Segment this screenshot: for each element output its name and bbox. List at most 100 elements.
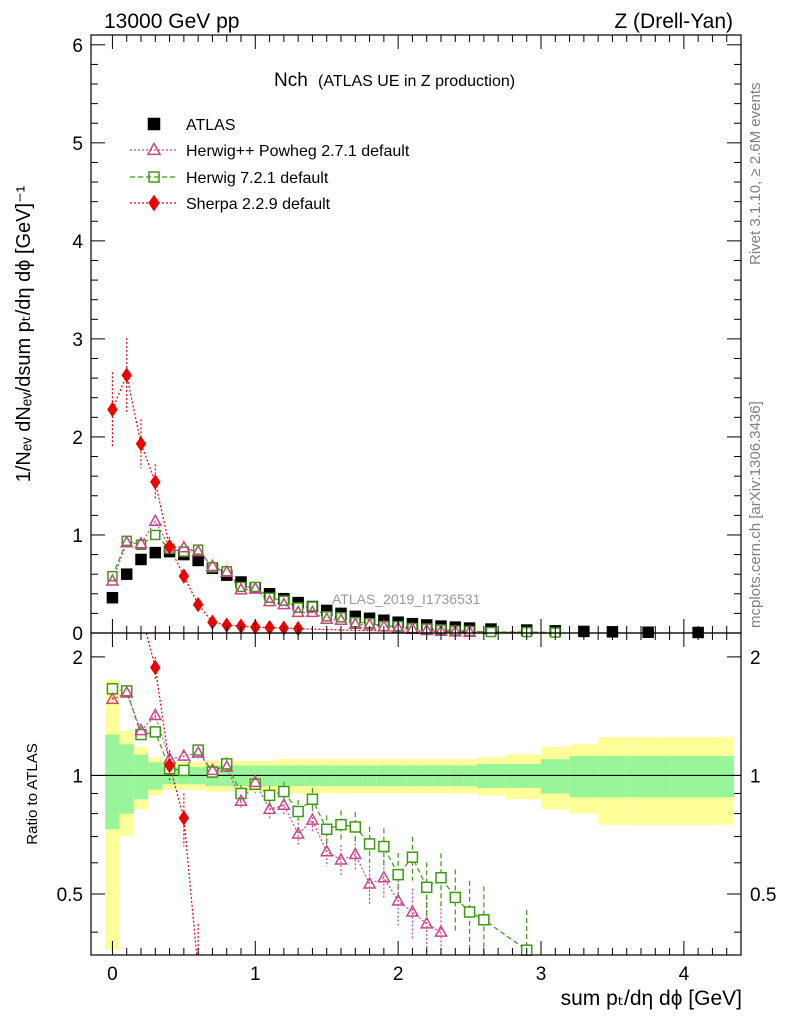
x-axis-label: sum pₜ/dη dϕ [GeV] [561,987,742,1010]
herwig7-line-ratio [112,688,528,951]
y-tick-label-ratio-right: 1 [750,766,761,787]
herwig7-ratio-point-19 [378,840,390,853]
herwigpp-ratio-point-16 [334,852,348,865]
band-inner-29 [569,756,599,798]
y-axis-label-main: 1/Nₑᵥ dNₑᵥ/dsum pₜ/dη dϕ [GeV]⁻¹ [13,185,35,482]
sherpa-point-4 [164,539,175,555]
energy-label: 13000 GeV pp [104,10,239,33]
sherpa-point-0 [107,401,118,418]
herwig7-ratio-point-24 [449,891,462,904]
herwigpp-ratio-point-8 [219,759,234,772]
herwigpp-point-1 [119,535,134,548]
herwigpp-point-12 [277,597,291,610]
sherpa-point-3 [150,474,161,490]
herwigpp-ratio-point-14 [305,812,320,825]
herwigpp-point-6 [191,544,205,557]
herwig7-ratio-point-26 [478,914,490,926]
y-tick-label-main: 3 [72,330,83,351]
herwig7-ratio-point-18 [363,838,376,850]
herwigpp-point-5 [177,540,191,553]
herwigpp-ratio-point-3 [148,707,163,721]
rivet-info-label: Rivet 3.1.10, ≥ 2.6M events [747,83,764,266]
herwigpp-ratio-point-5 [177,748,191,761]
sherpa-point-2 [135,436,147,452]
herwig7-point-12 [278,595,290,606]
herwigpp-ratio-point-22 [419,916,434,929]
herwig7-point-11 [264,592,275,603]
band-inner-31 [626,756,670,798]
x-tick-label: 2 [393,964,404,985]
uncertainty-bands [105,679,734,951]
axis-ticks: 0 1 2 3 4 0 1 2 3 4 5 6 0.5 0.5 1 1 2 2 [57,35,776,985]
band-inner-1 [119,744,134,814]
herwigpp-point-9 [234,582,248,595]
sherpa-point-6 [192,596,204,613]
y-tick-label-main: 2 [72,428,83,449]
herwig7-ratio-point-8 [220,758,233,770]
herwigpp-point-7 [205,558,220,572]
legend-entry-atlas: ATLAS [186,117,236,134]
herwig7-ratio-point-6 [192,744,204,756]
atlas-point-3 [149,546,162,559]
herwig7-ratio-point-23 [435,871,447,884]
herwigpp-ratio-point-1 [119,685,134,698]
band-inner-32 [669,756,734,798]
herwig7-point-3 [150,529,161,541]
herwig7-ratio-point-3 [149,726,162,738]
herwigpp-point-10 [248,581,263,594]
y-tick-label-ratio: 1 [72,766,83,787]
y-tick-label-main: 5 [72,134,83,155]
herwig7-ratio-point-14 [306,793,319,806]
mcplots-site-label: mcplots.cern.ch [arXiv:1306.3436] [747,401,764,628]
herwig7-ratio-point-11 [263,789,276,802]
y-tick-label-main: 4 [72,232,83,253]
herwig7-ratio-point-16 [335,818,347,831]
herwig7-ratio-point-17 [349,821,362,833]
herwig7-ratio-point-5 [178,764,190,777]
legend: ATLAS Herwig++ Powheg 2.7.1 default Herw… [130,117,410,213]
herwigpp-point-15 [319,611,334,625]
band-inner-2 [133,754,149,800]
herwigpp-point-8 [219,564,234,577]
herwig7-ratio-point-13 [292,805,304,818]
herwigpp-ratio-point-13 [291,826,305,839]
y-tick-label-ratio: 2 [72,648,83,669]
herwigpp-point-3 [148,513,163,526]
band-inner-0 [105,734,120,830]
herwigpp-ratio-point-0 [105,691,120,705]
x-tick-label: 3 [536,964,547,985]
x-tick-label: 1 [250,964,261,985]
legend-entry-sherpa: Sherpa 2.2.9 default [186,196,331,213]
herwigpp-point-13 [291,604,305,618]
herwigpp-ratio-point-17 [348,846,363,860]
herwigpp-ratio-point-6 [191,745,205,758]
herwigpp-point-14 [305,604,320,618]
atlas-point-31 [642,626,654,638]
band-inner-30 [598,756,627,798]
ratio-plot-frame [90,632,742,956]
herwigpp-ratio-point-12 [277,797,291,811]
herwigpp-line-ratio [112,692,442,933]
herwigpp-point-16 [334,612,348,626]
herwigpp-ratio-point-10 [248,774,263,788]
y-tick-label-main: 1 [72,526,83,547]
sherpa-ratio-point-5 [178,810,190,826]
herwigpp-line-main [111,520,470,633]
atlas-point-6 [192,554,204,567]
herwigpp-ratio-point-21 [405,904,420,917]
atlas-point-0 [106,591,119,604]
x-tick-label: 4 [679,964,690,985]
herwig7-ratio-point-22 [420,881,433,894]
y-tick-label-main: 0 [72,624,83,645]
atlas-point-2 [135,553,147,566]
x-tick-label: 0 [107,964,118,985]
analysis-watermark: ATLAS_2019_I1736531 [332,591,481,607]
herwigpp-ratio-point-18 [362,876,377,889]
sherpa-ratio-point-4 [164,757,175,774]
herwigpp-ratio-point-7 [205,762,220,776]
herwigpp-ratio-point-20 [391,893,405,906]
herwigpp-ratio-point-19 [377,870,391,883]
herwigpp-point-2 [134,536,148,549]
sherpa-line-ratio [145,633,198,955]
herwig7-ratio-point-21 [406,851,419,863]
